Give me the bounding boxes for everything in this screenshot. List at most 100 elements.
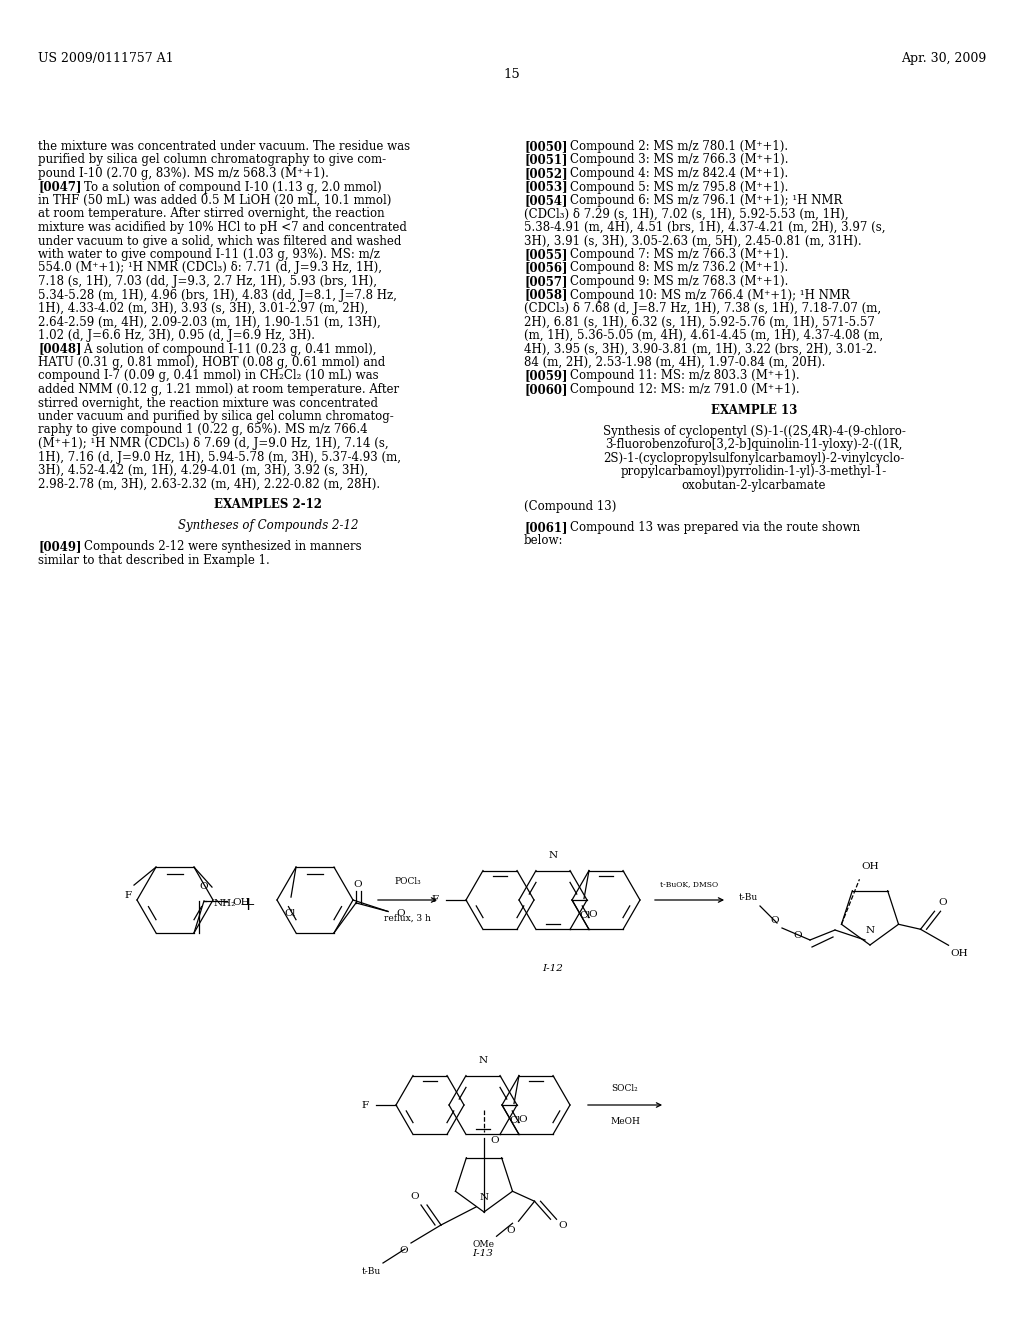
Text: EXAMPLE 13: EXAMPLE 13 [711, 404, 798, 417]
Text: O: O [353, 880, 362, 888]
Text: at room temperature. After stirred overnight, the reaction: at room temperature. After stirred overn… [38, 207, 385, 220]
Text: N: N [865, 927, 874, 935]
Text: OH: OH [232, 899, 250, 907]
Text: HATU (0.31 g, 0.81 mmol), HOBT (0.08 g, 0.61 mmol) and: HATU (0.31 g, 0.81 mmol), HOBT (0.08 g, … [38, 356, 385, 370]
Text: [0052]: [0052] [524, 168, 567, 180]
Text: Compounds 2-12 were synthesized in manners: Compounds 2-12 were synthesized in manne… [70, 540, 361, 553]
Text: [0055]: [0055] [524, 248, 567, 261]
Text: (CDCl₃) δ 7.68 (d, J=8.7 Hz, 1H), 7.38 (s, 1H), 7.18-7.07 (m,: (CDCl₃) δ 7.68 (d, J=8.7 Hz, 1H), 7.38 (… [524, 302, 881, 315]
Text: Compound 2: MS m/z 780.1 (M⁺+1).: Compound 2: MS m/z 780.1 (M⁺+1). [555, 140, 788, 153]
Text: N: N [549, 851, 557, 861]
Text: Apr. 30, 2009: Apr. 30, 2009 [901, 51, 986, 65]
Text: 7.18 (s, 1H), 7.03 (dd, J=9.3, 2.7 Hz, 1H), 5.93 (brs, 1H),: 7.18 (s, 1H), 7.03 (dd, J=9.3, 2.7 Hz, 1… [38, 275, 377, 288]
Text: O: O [506, 1226, 514, 1236]
Text: [0058]: [0058] [524, 289, 567, 301]
Text: t-Bu: t-Bu [738, 894, 758, 902]
Text: added NMM (0.12 g, 1.21 mmol) at room temperature. After: added NMM (0.12 g, 1.21 mmol) at room te… [38, 383, 399, 396]
Text: F: F [361, 1101, 369, 1110]
Text: in THF (50 mL) was added 0.5 M LiOH (20 mL, 10.1 mmol): in THF (50 mL) was added 0.5 M LiOH (20 … [38, 194, 391, 207]
Text: 2.98-2.78 (m, 3H), 2.63-2.32 (m, 4H), 2.22-0.82 (m, 28H).: 2.98-2.78 (m, 3H), 2.63-2.32 (m, 4H), 2.… [38, 478, 380, 491]
Text: Syntheses of Compounds 2-12: Syntheses of Compounds 2-12 [178, 519, 358, 532]
Text: O: O [399, 1246, 408, 1255]
Text: with water to give compound I-11 (1.03 g, 93%). MS: m/z: with water to give compound I-11 (1.03 g… [38, 248, 380, 261]
Text: OH: OH [950, 949, 968, 958]
Text: 15: 15 [504, 69, 520, 81]
Text: F: F [432, 895, 439, 904]
Text: 554.0 (M⁺+1); ¹H NMR (CDCl₃) δ: 7.71 (d, J=9.3 Hz, 1H),: 554.0 (M⁺+1); ¹H NMR (CDCl₃) δ: 7.71 (d,… [38, 261, 382, 275]
Text: stirred overnight, the reaction mixture was concentrated: stirred overnight, the reaction mixture … [38, 396, 378, 409]
Text: 2H), 6.81 (s, 1H), 6.32 (s, 1H), 5.92-5.76 (m, 1H), 571-5.57: 2H), 6.81 (s, 1H), 6.32 (s, 1H), 5.92-5.… [524, 315, 874, 329]
Text: Compound 8: MS m/z 736.2 (M⁺+1).: Compound 8: MS m/z 736.2 (M⁺+1). [555, 261, 788, 275]
Text: similar to that described in Example 1.: similar to that described in Example 1. [38, 554, 269, 566]
Text: (m, 1H), 5.36-5.05 (m, 4H), 4.61-4.45 (m, 1H), 4.37-4.08 (m,: (m, 1H), 5.36-5.05 (m, 4H), 4.61-4.45 (m… [524, 329, 883, 342]
Text: F: F [125, 891, 131, 900]
Text: O: O [490, 1137, 499, 1144]
Text: Compound 12: MS: m/z 791.0 (M⁺+1).: Compound 12: MS: m/z 791.0 (M⁺+1). [555, 383, 800, 396]
Text: OMe: OMe [472, 1241, 495, 1249]
Text: [0061]: [0061] [524, 520, 567, 533]
Text: +: + [241, 896, 256, 913]
Text: Compound 10: MS m/z 766.4 (M⁺+1); ¹H NMR: Compound 10: MS m/z 766.4 (M⁺+1); ¹H NMR [555, 289, 850, 301]
Text: under vacuum to give a solid, which was filtered and washed: under vacuum to give a solid, which was … [38, 235, 401, 248]
Text: I-12: I-12 [543, 964, 563, 973]
Text: pound I-10 (2.70 g, 83%). MS m/z 568.3 (M⁺+1).: pound I-10 (2.70 g, 83%). MS m/z 568.3 (… [38, 168, 329, 180]
Text: MeOH: MeOH [610, 1117, 640, 1126]
Text: O: O [518, 1115, 527, 1125]
Text: [0057]: [0057] [524, 275, 567, 288]
Text: t-Bu: t-Bu [361, 1267, 381, 1276]
Text: Compound 7: MS m/z 766.3 (M⁺+1).: Compound 7: MS m/z 766.3 (M⁺+1). [555, 248, 788, 261]
Text: O: O [200, 882, 208, 891]
Text: 1.02 (d, J=6.6 Hz, 3H), 0.95 (d, J=6.9 Hz, 3H).: 1.02 (d, J=6.6 Hz, 3H), 0.95 (d, J=6.9 H… [38, 329, 315, 342]
Text: POCl₃: POCl₃ [394, 876, 421, 886]
Text: Compound 5: MS m/z 795.8 (M⁺+1).: Compound 5: MS m/z 795.8 (M⁺+1). [555, 181, 788, 194]
Text: O: O [770, 916, 779, 925]
Text: 2S)-1-(cyclopropylsulfonylcarbamoyl)-2-vinylcyclo-: 2S)-1-(cyclopropylsulfonylcarbamoyl)-2-v… [603, 451, 904, 465]
Text: [0048]: [0048] [38, 342, 82, 355]
Text: the mixture was concentrated under vacuum. The residue was: the mixture was concentrated under vacuu… [38, 140, 411, 153]
Text: (Compound 13): (Compound 13) [524, 500, 616, 512]
Text: O: O [558, 1221, 567, 1230]
Text: purified by silica gel column chromatography to give com-: purified by silica gel column chromatogr… [38, 153, 386, 166]
Text: propylcarbamoyl)pyrrolidin-1-yl)-3-methyl-1-: propylcarbamoyl)pyrrolidin-1-yl)-3-methy… [621, 466, 887, 478]
Text: compound I-7 (0.09 g, 0.41 mmol) in CH₂Cl₂ (10 mL) was: compound I-7 (0.09 g, 0.41 mmol) in CH₂C… [38, 370, 379, 383]
Text: oxobutan-2-ylcarbamate: oxobutan-2-ylcarbamate [682, 479, 826, 492]
Text: To a solution of compound I-10 (1.13 g, 2.0 mmol): To a solution of compound I-10 (1.13 g, … [70, 181, 382, 194]
Text: [0059]: [0059] [524, 370, 567, 383]
Text: Compound 4: MS m/z 842.4 (M⁺+1).: Compound 4: MS m/z 842.4 (M⁺+1). [555, 168, 788, 180]
Text: 3H), 4.52-4.42 (m, 1H), 4.29-4.01 (m, 3H), 3.92 (s, 3H),: 3H), 4.52-4.42 (m, 1H), 4.29-4.01 (m, 3H… [38, 465, 368, 477]
Text: [0050]: [0050] [524, 140, 567, 153]
Text: US 2009/0111757 A1: US 2009/0111757 A1 [38, 51, 174, 65]
Text: [0056]: [0056] [524, 261, 567, 275]
Text: 84 (m, 2H), 2.53-1.98 (m, 4H), 1.97-0.84 (m, 20H).: 84 (m, 2H), 2.53-1.98 (m, 4H), 1.97-0.84… [524, 356, 825, 370]
Text: O: O [589, 911, 597, 919]
Text: (M⁺+1); ¹H NMR (CDCl₃) δ 7.69 (d, J=9.0 Hz, 1H), 7.14 (s,: (M⁺+1); ¹H NMR (CDCl₃) δ 7.69 (d, J=9.0 … [38, 437, 389, 450]
Text: N: N [479, 1193, 488, 1203]
Text: Compound 11: MS: m/z 803.3 (M⁺+1).: Compound 11: MS: m/z 803.3 (M⁺+1). [555, 370, 800, 383]
Text: 1H), 7.16 (d, J=9.0 Hz, 1H), 5.94-5.78 (m, 3H), 5.37-4.93 (m,: 1H), 7.16 (d, J=9.0 Hz, 1H), 5.94-5.78 (… [38, 450, 401, 463]
Text: mixture was acidified by 10% HCl to pH <7 and concentrated: mixture was acidified by 10% HCl to pH <… [38, 220, 407, 234]
Text: Synthesis of cyclopentyl (S)-1-((2S,4R)-4-(9-chloro-: Synthesis of cyclopentyl (S)-1-((2S,4R)-… [602, 425, 905, 438]
Text: O: O [411, 1192, 419, 1201]
Text: 5.34-5.28 (m, 1H), 4.96 (brs, 1H), 4.83 (dd, J=8.1, J=7.8 Hz,: 5.34-5.28 (m, 1H), 4.96 (brs, 1H), 4.83 … [38, 289, 397, 301]
Text: 3H), 3.91 (s, 3H), 3.05-2.63 (m, 5H), 2.45-0.81 (m, 31H).: 3H), 3.91 (s, 3H), 3.05-2.63 (m, 5H), 2.… [524, 235, 861, 248]
Text: raphy to give compound 1 (0.22 g, 65%). MS m/z 766.4: raphy to give compound 1 (0.22 g, 65%). … [38, 424, 368, 437]
Text: O: O [794, 931, 802, 940]
Text: [0053]: [0053] [524, 181, 567, 194]
Text: Cl: Cl [285, 909, 296, 919]
Text: Compound 9: MS m/z 768.3 (M⁺+1).: Compound 9: MS m/z 768.3 (M⁺+1). [555, 275, 788, 288]
Text: below:: below: [524, 535, 563, 548]
Text: NH₂: NH₂ [214, 899, 237, 908]
Text: [0047]: [0047] [38, 181, 82, 194]
Text: SOCl₂: SOCl₂ [611, 1084, 638, 1093]
Text: Compound 3: MS m/z 766.3 (M⁺+1).: Compound 3: MS m/z 766.3 (M⁺+1). [555, 153, 788, 166]
Text: N: N [478, 1056, 487, 1065]
Text: (CDCl₃) δ 7.29 (s, 1H), 7.02 (s, 1H), 5.92-5.53 (m, 1H),: (CDCl₃) δ 7.29 (s, 1H), 7.02 (s, 1H), 5.… [524, 207, 849, 220]
Text: reflux, 3 h: reflux, 3 h [384, 913, 431, 923]
Text: 5.38-4.91 (m, 4H), 4.51 (brs, 1H), 4.37-4.21 (m, 2H), 3.97 (s,: 5.38-4.91 (m, 4H), 4.51 (brs, 1H), 4.37-… [524, 220, 886, 234]
Text: Cl: Cl [580, 911, 591, 920]
Text: [0054]: [0054] [524, 194, 567, 207]
Text: t-BuOK, DMSO: t-BuOK, DMSO [660, 880, 719, 888]
Text: Compound 6: MS m/z 796.1 (M⁺+1); ¹H NMR: Compound 6: MS m/z 796.1 (M⁺+1); ¹H NMR [555, 194, 843, 207]
Text: O: O [939, 899, 947, 907]
Text: EXAMPLES 2-12: EXAMPLES 2-12 [214, 499, 322, 511]
